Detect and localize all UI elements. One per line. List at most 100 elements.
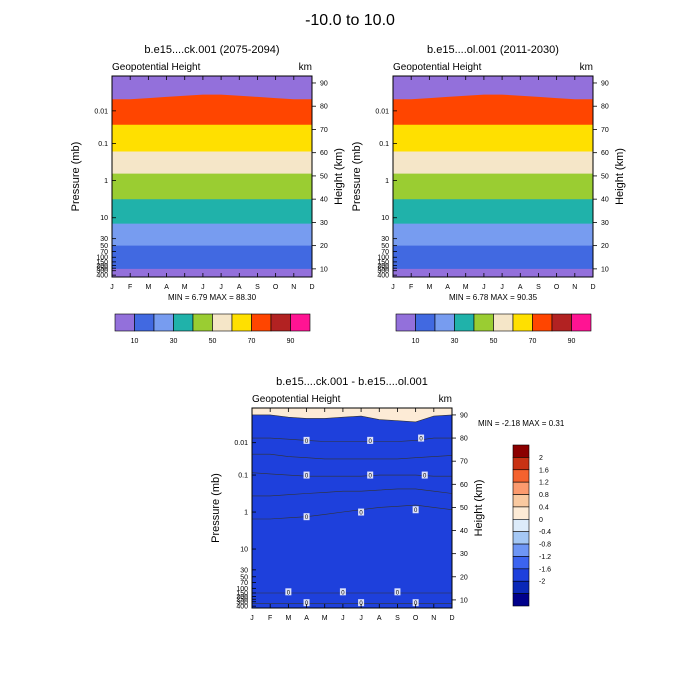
y-tick-label-height: 90: [460, 412, 468, 419]
contour-label: 0: [369, 439, 373, 445]
plot-frame: [111, 75, 313, 278]
panel-subtitle-right: km: [580, 62, 593, 73]
colorbar-label: 50: [209, 338, 217, 345]
plot-area: [112, 76, 312, 277]
y-tick-label-height: 70: [601, 127, 609, 134]
y-tick-label-height: 70: [460, 459, 468, 466]
colorbar-swatch: [192, 313, 213, 332]
y-tick-label-height: 20: [601, 243, 609, 250]
x-tick-label: J: [341, 615, 345, 622]
y-tick-label-height: 50: [320, 173, 328, 180]
x-tick-label: S: [255, 284, 260, 291]
y-tick-label-height: 40: [460, 528, 468, 535]
colorbar-swatch: [512, 556, 530, 570]
y-tick-label-pressure: 300: [236, 599, 248, 606]
colorbar-swatch: [512, 519, 530, 532]
contour-label: 0: [305, 474, 309, 480]
y-tick-label-height: 80: [320, 104, 328, 111]
y-tick-label-pressure: 0.01: [94, 108, 108, 115]
panel-subtitle-left: Geopotential Height: [112, 62, 201, 73]
contour-label: 0: [305, 515, 309, 521]
y-tick-label-pressure: 10: [100, 215, 108, 222]
colorbar-label: 0.4: [539, 504, 549, 511]
x-tick-label: A: [518, 284, 523, 291]
y-tick-label-pressure: 150: [96, 259, 108, 266]
panel-title: b.e15....ck.001 (2075-2094): [144, 44, 279, 56]
contour-label-bg: [303, 471, 310, 479]
colorbar-swatch: [512, 313, 533, 332]
y-axis-label: Pressure (mb): [70, 142, 82, 212]
y-tick-label-pressure: 1: [385, 178, 389, 185]
colorbar-swatch: [434, 313, 455, 332]
y-axis-label: Pressure (mb): [210, 473, 222, 543]
x-tick-label: J: [250, 615, 254, 622]
x-tick-label: J: [219, 284, 223, 291]
x-tick-label: A: [377, 615, 382, 622]
y-axis-label: Pressure (mb): [351, 142, 363, 212]
y-tick-label-pressure: 250: [96, 266, 108, 273]
x-tick-label: A: [164, 284, 169, 291]
y-tick-label-height: 30: [320, 220, 328, 227]
x-tick-label: S: [536, 284, 541, 291]
contour-label-bg: [394, 588, 401, 596]
colorbar-swatch: [473, 313, 494, 332]
y-tick-label-height: 10: [320, 266, 328, 273]
y-tick-label-pressure: 10: [240, 547, 248, 554]
x-tick-label: M: [182, 284, 188, 291]
y-tick-label-pressure: 50: [100, 243, 108, 250]
colorbar-label: 0: [539, 517, 543, 524]
y-tick-label-height: 20: [320, 243, 328, 250]
x-tick-label: F: [128, 284, 132, 291]
y-tick-label-pressure: 50: [381, 243, 389, 250]
y-tick-label-pressure: 0.01: [375, 108, 389, 115]
y-tick-label-pressure: 1: [104, 178, 108, 185]
colorbar-swatch: [270, 313, 291, 332]
colorbar-swatch: [512, 469, 530, 483]
x-tick-label: F: [268, 615, 272, 622]
colorbar-label: 10: [412, 338, 420, 345]
y-axis-label-right: Height (km): [614, 148, 626, 205]
contour-label: 0: [419, 437, 423, 443]
x-tick-label: O: [554, 284, 560, 291]
contour-label-bg: [358, 508, 365, 516]
colorbar-swatch: [512, 481, 530, 495]
colorbar-label: 90: [287, 338, 295, 345]
colorbar-swatch: [512, 580, 530, 594]
y-tick-label-height: 80: [601, 104, 609, 111]
contour-label: 0: [369, 474, 373, 480]
x-tick-label: M: [145, 284, 151, 291]
y-tick-label-height: 30: [460, 551, 468, 558]
y-tick-label-pressure: 150: [377, 259, 389, 266]
y-tick-label-pressure: 200: [236, 594, 248, 601]
contour-label-bg: [358, 599, 365, 607]
colorbar-label: -1.2: [539, 554, 551, 561]
y-tick-label-pressure: 30: [240, 567, 248, 574]
y-tick-label-pressure: 200: [377, 263, 389, 270]
contour-band: [112, 268, 312, 277]
y-tick-label-pressure: 70: [381, 249, 389, 256]
x-tick-label: M: [463, 284, 469, 291]
colorbar-swatch: [153, 313, 174, 332]
contour-line: [252, 414, 452, 423]
x-tick-label: F: [409, 284, 413, 291]
x-tick-label: J: [500, 284, 504, 291]
contour-label-bg: [418, 434, 425, 442]
min-max-text: MIN = -2.18 MAX = 0.31: [478, 419, 565, 428]
y-tick-label-height: 70: [320, 127, 328, 134]
y-tick-label-height: 60: [601, 150, 609, 157]
contour-label-bg: [285, 588, 292, 596]
x-tick-label: D: [449, 615, 454, 622]
colorbar-label: 30: [170, 338, 178, 345]
y-tick-label-pressure: 100: [96, 255, 108, 262]
y-tick-label-height: 60: [320, 150, 328, 157]
contour-label: 0: [359, 511, 363, 517]
x-tick-label: J: [391, 284, 395, 291]
colorbar-swatch: [415, 313, 436, 332]
colorbar-swatch: [134, 313, 155, 332]
contour-label-bg: [412, 599, 419, 607]
colorbar-label: -1.6: [539, 566, 551, 573]
y-tick-label-pressure: 50: [240, 574, 248, 581]
y-tick-label-pressure: 70: [100, 249, 108, 256]
contour-label: 0: [414, 508, 418, 514]
